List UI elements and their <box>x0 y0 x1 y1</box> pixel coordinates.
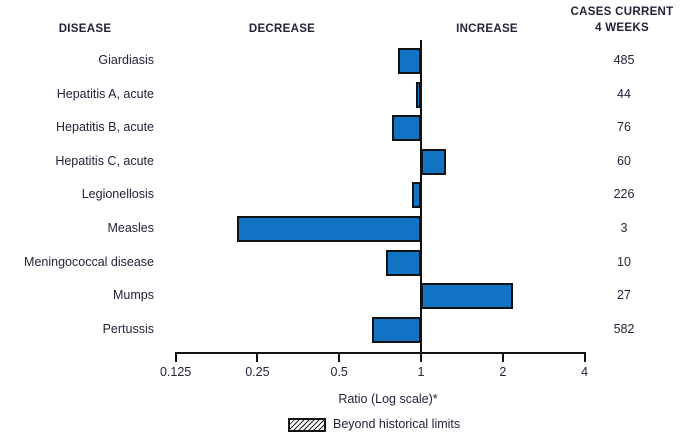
x-axis-tick-label: 4 <box>581 365 589 379</box>
cases-value: 226 <box>613 187 635 202</box>
x-axis-title: Ratio (Log scale)* <box>338 392 438 406</box>
x-axis-tick-label: 0.125 <box>159 365 192 379</box>
x-axis-tick-label: 0.5 <box>330 365 348 379</box>
disease-label: Meningococcal disease <box>24 254 154 269</box>
disease-label: Measles <box>107 221 154 235</box>
cases-value: 76 <box>617 120 631 135</box>
ratio-bar <box>421 283 513 310</box>
ratio-bar <box>372 316 421 343</box>
ratio-bar <box>397 48 421 74</box>
disease-label: Pertussis <box>102 321 154 336</box>
x-axis-tick <box>420 354 422 362</box>
ratio-one-reference-line <box>420 40 422 354</box>
legend-label: Beyond historical limits <box>333 417 461 431</box>
disease-label: Mumps <box>113 288 154 303</box>
cases-value: 44 <box>617 86 631 101</box>
column-header-increase: INCREASE <box>456 23 518 35</box>
x-axis-tick-label: 2 <box>499 365 507 379</box>
ratio-bar <box>421 148 447 175</box>
cases-value: 10 <box>617 254 631 269</box>
x-axis-tick <box>501 354 504 362</box>
disease-label: Legionellosis <box>81 187 154 202</box>
hatched-legend-swatch <box>288 418 326 432</box>
x-axis-line <box>175 352 586 354</box>
disease-label: Giardiasis <box>98 53 154 67</box>
ratio-bar <box>236 216 421 242</box>
column-header-disease: DISEASE <box>58 23 112 35</box>
x-axis-tick-label: 1 <box>417 365 425 379</box>
ratio-bar <box>391 115 421 142</box>
column-header-decrease: DECREASE <box>248 23 316 35</box>
cases-value: 27 <box>617 288 631 303</box>
x-axis-tick <box>338 354 341 362</box>
ratio-bar <box>385 249 421 276</box>
x-axis-tick <box>174 354 177 362</box>
cases-value: 60 <box>617 153 631 168</box>
cases-value: 485 <box>613 53 635 67</box>
x-axis-tick-label: 0.25 <box>245 365 270 379</box>
x-axis-tick <box>583 354 586 362</box>
disease-label: Hepatitis B, acute <box>56 120 154 135</box>
cases-value: 3 <box>620 221 628 235</box>
x-axis-tick <box>256 354 259 362</box>
cases-value: 582 <box>613 321 635 336</box>
column-header-cases: CASES CURRENT 4 WEEKS <box>570 6 674 34</box>
disease-label: Hepatitis C, acute <box>55 153 154 168</box>
disease-label: Hepatitis A, acute <box>56 86 154 101</box>
